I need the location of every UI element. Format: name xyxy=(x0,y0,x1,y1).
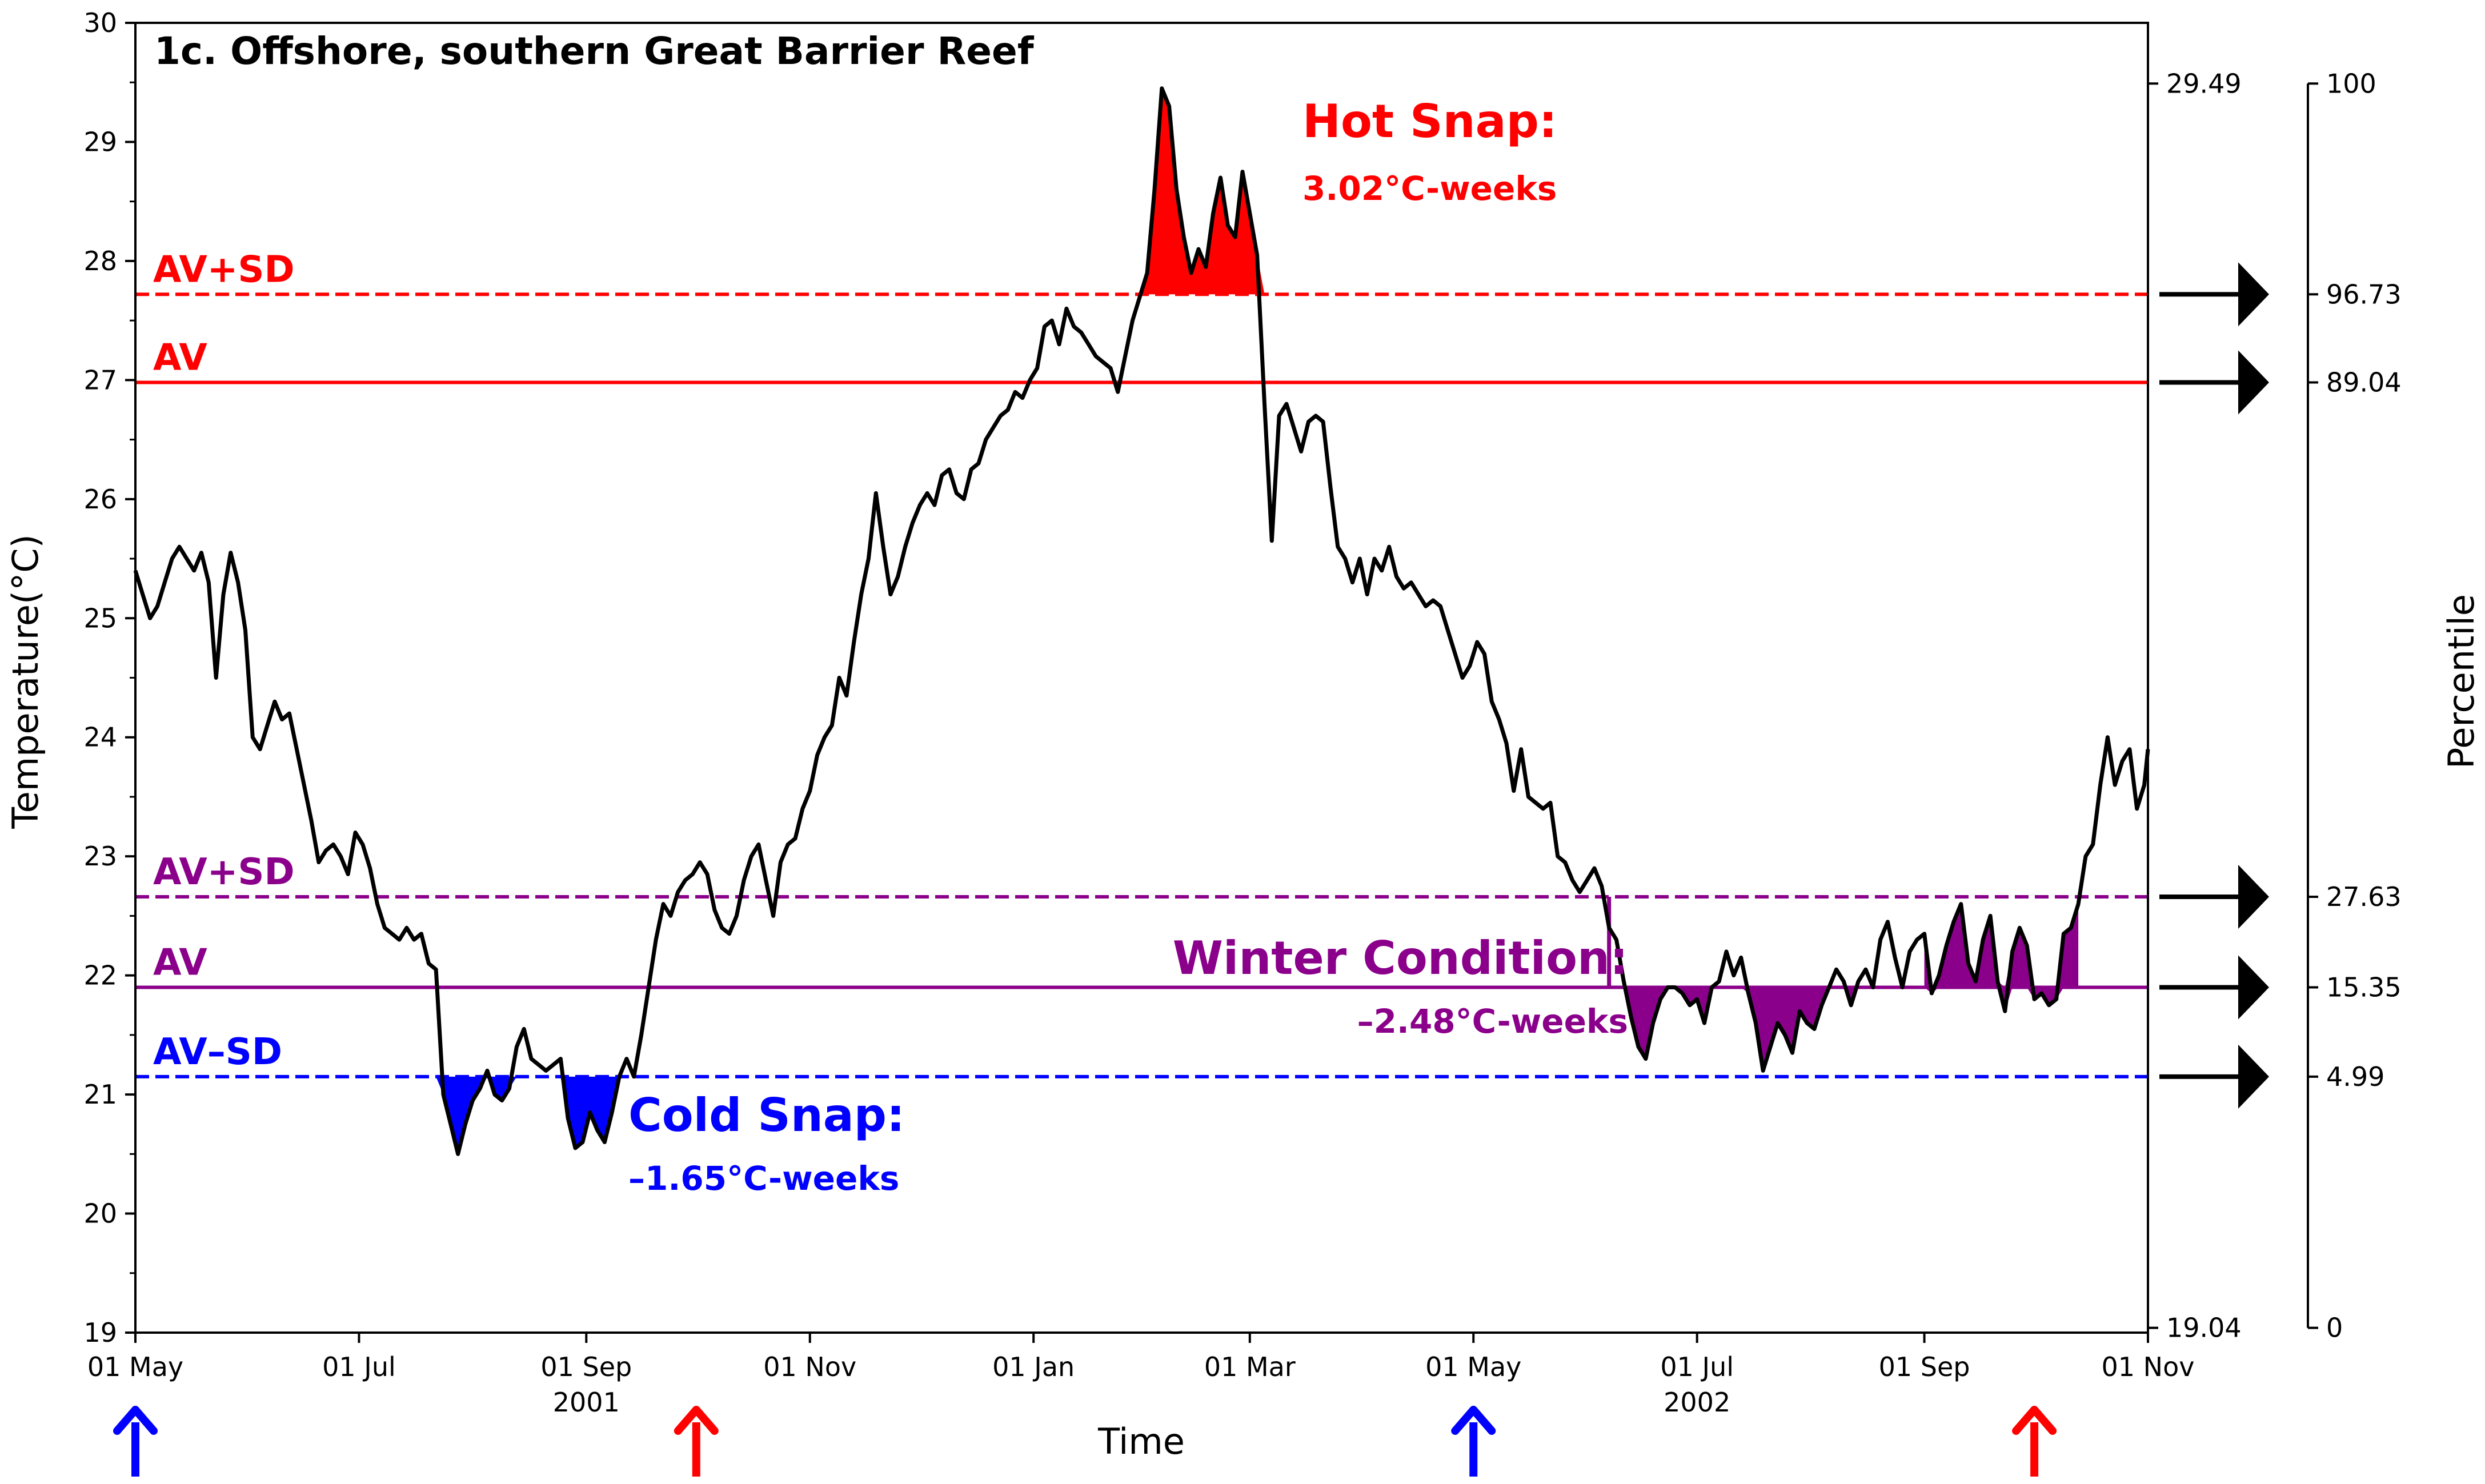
right-temp-tick-label: 29.49 xyxy=(2166,68,2242,99)
y-tick-label: 28 xyxy=(83,246,117,276)
x-axis-ticks: 01 May 01 Jul 01 Sep 2001 01 Nov 01 Jan 01 Mar… xyxy=(87,1333,2195,1418)
percentile-arrow-head xyxy=(2238,1044,2269,1109)
y-tick-label: 25 xyxy=(83,603,117,633)
annotations: Hot Snap: 3.02°C-weeks Winter Condition: –2… xyxy=(628,95,1628,1198)
annotation-value-1: –2.48°C-weeks xyxy=(1357,1002,1628,1041)
period-markers xyxy=(113,1406,2057,1477)
reference-line-label-0: AV+SD xyxy=(153,248,295,291)
period-marker-head xyxy=(1451,1406,1496,1435)
annotation-value-0: 3.02°C-weeks xyxy=(1302,169,1557,208)
x-tick-year-label: 2002 xyxy=(1664,1387,1730,1418)
percentile-arrow-head xyxy=(2238,262,2269,327)
plot-frame xyxy=(134,22,2149,1334)
percentile-ticks: 100 96.73 89.04 27.63 15.35 4.99 0 xyxy=(2159,68,2402,1343)
percentile-tick-label: 27.63 xyxy=(2326,881,2402,912)
reference-line-labels: AV+SD AV AV+SD AV AV–SD xyxy=(153,248,295,1073)
x-tick-label: 01 Sep xyxy=(540,1351,632,1382)
percentile-tick-label: 100 xyxy=(2326,68,2376,99)
reference-line-label-4: AV–SD xyxy=(153,1031,282,1073)
right-temp-tick-label: 19.04 xyxy=(2166,1313,2242,1343)
y-tick-label: 22 xyxy=(83,960,117,991)
annotation-title-0: Hot Snap: xyxy=(1302,95,1557,148)
y-tick-label: 19 xyxy=(83,1317,117,1348)
y-tick-label: 23 xyxy=(83,841,117,872)
period-marker-head xyxy=(113,1406,158,1435)
reference-line-label-1: AV xyxy=(153,337,207,379)
y-tick-label: 27 xyxy=(83,364,117,395)
annotation-title-1: Winter Condition: xyxy=(1173,932,1628,985)
percentile-tick-label: 0 xyxy=(2326,1313,2343,1343)
y-axis-title: Temperature(°C) xyxy=(5,534,46,829)
annotation-title-2: Cold Snap: xyxy=(628,1089,905,1142)
period-marker-head xyxy=(2012,1406,2057,1435)
reference-line-label-3: AV xyxy=(153,941,207,984)
winter-condition-fill xyxy=(1616,987,2064,1071)
y-tick-label: 21 xyxy=(83,1079,117,1110)
percentile-tick-label: 4.99 xyxy=(2326,1061,2384,1092)
percentile-tick-label: 15.35 xyxy=(2326,972,2402,1002)
reference-lines xyxy=(135,292,2148,1078)
x-tick-label: 01 Mar xyxy=(1204,1351,1296,1382)
x-tick-label: 01 Sep xyxy=(1879,1351,1970,1382)
chart-title: 1c. Offshore, southern Great Barrier Ree… xyxy=(154,29,1035,73)
x-tick-label: 01 May xyxy=(1425,1351,1521,1382)
right-temp-ticks: 29.49 19.04 xyxy=(2148,68,2242,1343)
y-axis-ticks: 19 20 21 22 23 24 25 26 27 28 29 30 xyxy=(83,7,135,1348)
y-tick-label: 26 xyxy=(83,484,117,515)
percentile-tick-label: 96.73 xyxy=(2326,279,2402,310)
annotation-value-2: –1.65°C-weeks xyxy=(628,1159,899,1198)
percentile-arrow-head xyxy=(2238,350,2269,415)
percentile-tick-label: 89.04 xyxy=(2326,367,2402,398)
x-tick-label: 01 Jan xyxy=(992,1351,1075,1382)
y-tick-label: 24 xyxy=(83,722,117,753)
x-tick-label: 01 Nov xyxy=(763,1351,856,1382)
x-axis-title: Time xyxy=(1097,1421,1185,1462)
temperature-series-line xyxy=(133,86,2150,1156)
period-marker-head xyxy=(674,1406,719,1435)
y-tick-label: 20 xyxy=(83,1198,117,1229)
percentile-arrow-head xyxy=(2238,865,2269,929)
reference-line-label-2: AV+SD xyxy=(153,851,295,893)
percentile-arrow-head xyxy=(2238,955,2269,1020)
x-tick-label: 01 May xyxy=(87,1351,183,1382)
y-tick-label: 30 xyxy=(83,7,117,38)
x-tick-label: 01 Nov xyxy=(2102,1351,2195,1382)
percentile-axis-title: Percentile xyxy=(2440,594,2482,769)
x-tick-year-label: 2001 xyxy=(553,1387,620,1418)
x-tick-label: 01 Jul xyxy=(1660,1351,1734,1382)
x-tick-label: 01 Jul xyxy=(322,1351,396,1382)
y-tick-label: 29 xyxy=(83,126,117,157)
